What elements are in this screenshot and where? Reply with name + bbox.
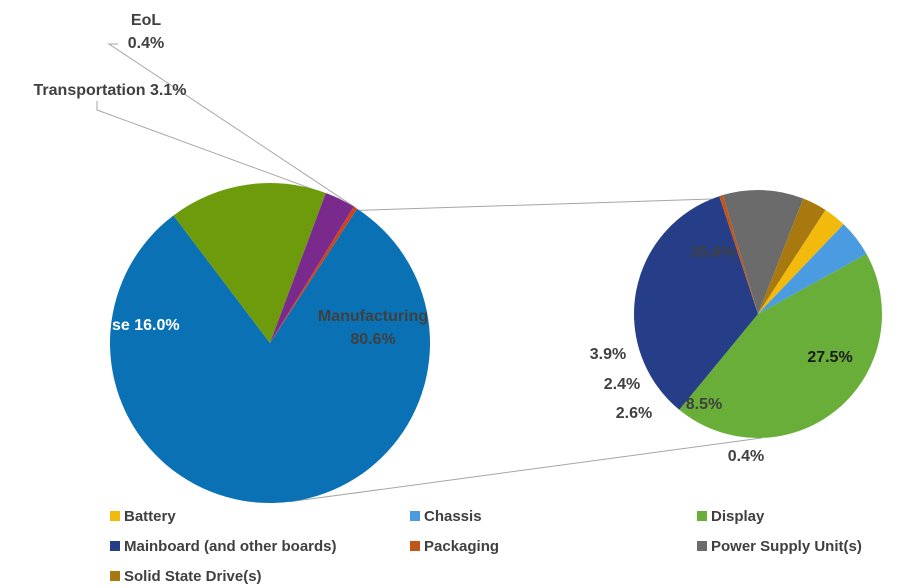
leader-transportation [96, 101, 341, 200]
sub-slice-packaging [719, 195, 758, 314]
label-ssd: 2.6% [616, 405, 652, 422]
sub-slice-mainboard-and-other-boards [634, 196, 758, 410]
main-slice-transportation [270, 193, 354, 343]
main-slice-manufacturing [110, 208, 431, 504]
connector-lines [96, 43, 763, 503]
label-chassis: 3.9% [590, 346, 626, 363]
sub-pie [634, 189, 882, 438]
label-mainboard: 27.5% [807, 349, 852, 366]
label-eol-name: EoL [131, 12, 161, 29]
sub-slice-chassis [758, 224, 867, 314]
connector-top [359, 198, 712, 211]
sub-slice-battery [758, 209, 844, 314]
label-eol-value: 0.4% [128, 35, 164, 52]
label-use: Use 16.0% [100, 317, 179, 334]
data-labels: Manufacturing 80.6% Use 16.0% Transportatio… [34, 12, 853, 465]
main-pie [110, 183, 431, 504]
sub-slice-solid-state-drive-s [758, 198, 826, 314]
label-transportation: Transportation 3.1% [34, 82, 187, 99]
label-power-supply: 8.5% [686, 396, 722, 413]
sub-slice-power-supply-unit-s [722, 189, 804, 314]
label-manufacturing-name: Manufacturing [318, 308, 428, 325]
label-display: 35.6% [690, 244, 735, 261]
label-battery: 2.4% [604, 376, 640, 393]
leader-eol [107, 43, 356, 209]
main-slice-use [173, 183, 326, 343]
sub-slice-display [679, 253, 882, 438]
connector-bottom [289, 437, 763, 503]
main-slice-eol [270, 206, 358, 343]
label-packaging: 0.4% [728, 448, 764, 465]
label-manufacturing-value: 80.6% [350, 331, 395, 348]
